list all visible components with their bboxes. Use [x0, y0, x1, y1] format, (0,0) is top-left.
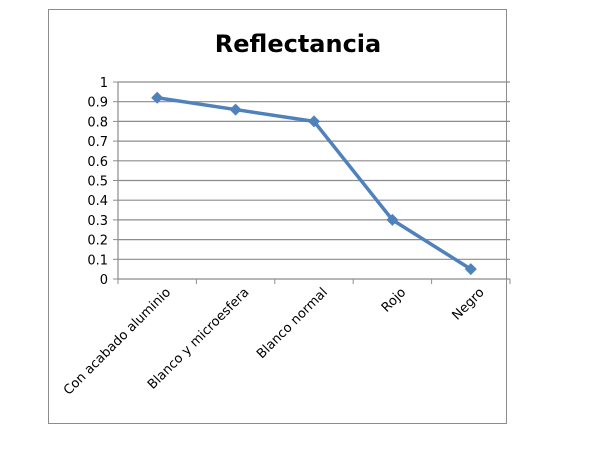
diamond-marker-icon	[464, 263, 477, 276]
y-tick-label: 0.7	[87, 135, 108, 150]
diamond-marker-icon	[308, 115, 320, 128]
x-category-label: Blanco normal	[254, 285, 331, 362]
diamond-marker-icon	[386, 213, 399, 226]
y-tick-label: 0.3	[87, 214, 108, 229]
y-tick-label: 0.4	[87, 194, 108, 209]
x-category-label: Negro	[449, 285, 487, 323]
diamond-marker-icon	[151, 91, 164, 104]
y-tick-label: 0.8	[87, 115, 108, 130]
x-category-label: Rojo	[379, 285, 409, 315]
y-tick-label: 0.6	[87, 155, 108, 170]
gridlines	[118, 81, 510, 260]
y-tick-label: 0.5	[87, 175, 108, 190]
diamond-marker-icon	[229, 103, 242, 116]
chart-frame	[48, 9, 507, 424]
y-tick-label: 0.1	[87, 253, 108, 268]
y-tick-label: 0	[100, 273, 108, 288]
y-axis: 0 0.1 0.2 0.3 0.4 0.5 0.6 0.7 0.8 0.9 1	[87, 76, 119, 288]
y-tick-label: 1	[100, 76, 108, 91]
chart-title: Reflectancia	[215, 30, 381, 58]
y-tick-label: 0.9	[87, 96, 108, 111]
y-tick-label: 0.2	[87, 234, 108, 249]
data-series	[151, 91, 477, 276]
